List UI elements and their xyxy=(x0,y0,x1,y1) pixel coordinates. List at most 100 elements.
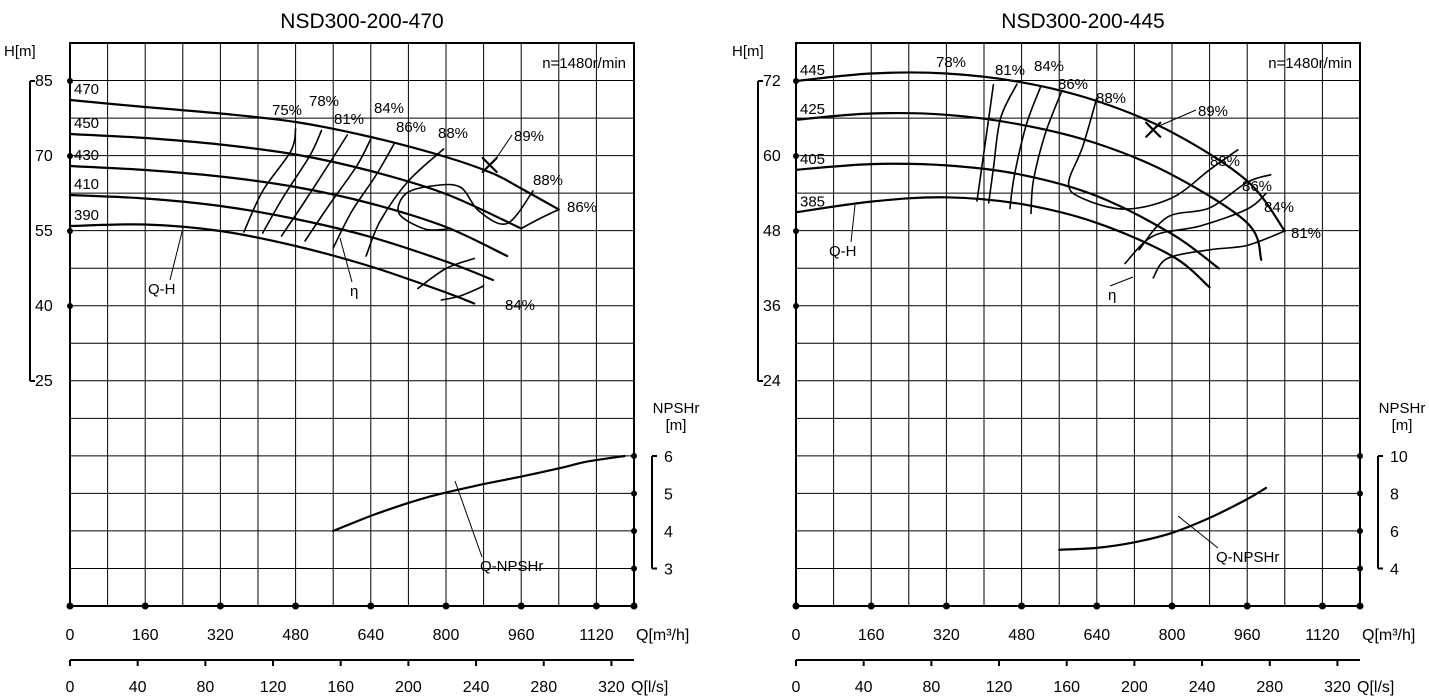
efficiency-curve xyxy=(440,285,485,301)
q-ls-tick-label: 240 xyxy=(1189,679,1216,696)
qh-curve-385 xyxy=(794,196,1211,289)
q-ls-tick-label: 40 xyxy=(129,679,147,696)
qh-curve-425 xyxy=(794,111,1263,261)
q-tick-label: 480 xyxy=(1008,627,1035,644)
h-axis-label: H[m] xyxy=(732,43,764,60)
bep-marker xyxy=(1145,121,1162,138)
q-tick-dot xyxy=(367,602,375,610)
efficiency-curve xyxy=(520,208,560,230)
efficiency-label: 84% xyxy=(505,297,535,314)
q-tick-label: 640 xyxy=(1083,627,1110,644)
h-tick-label: 40 xyxy=(35,298,53,315)
q-axis-label: Q[m³/h] xyxy=(1362,627,1415,644)
efficiency-label: 88% xyxy=(1096,90,1126,107)
npsh-curve xyxy=(332,454,626,533)
q-tick-label: 160 xyxy=(858,627,885,644)
qh-leader xyxy=(850,204,856,243)
efficiency-label: 75% xyxy=(272,102,302,119)
q-ls-tick-label: 200 xyxy=(395,679,422,696)
efficiency-label: 88% xyxy=(1210,153,1240,170)
q-tick-dot xyxy=(292,602,300,610)
qh-annotation: Q-H xyxy=(148,281,176,298)
impeller-diameter-label: 445 xyxy=(800,62,825,79)
q-tick-label: 800 xyxy=(1159,627,1186,644)
npsh-annotation: Q-NPSHr xyxy=(480,558,543,575)
h-tick-label: 36 xyxy=(763,298,781,315)
efficiency-curve xyxy=(243,127,297,233)
npsh-tick-label: 10 xyxy=(1390,449,1408,466)
efficiency-curve xyxy=(304,138,372,242)
grid xyxy=(796,43,1360,606)
efficiency-curve xyxy=(365,148,445,257)
h-tick-label: 70 xyxy=(35,148,53,165)
q-tick-dot xyxy=(1318,602,1326,610)
plot-frame xyxy=(795,42,1361,607)
impeller-diameter-label: 405 xyxy=(800,151,825,168)
q-tick-dot xyxy=(792,602,800,610)
q-tick-dot xyxy=(592,602,600,610)
q-tick-label: 480 xyxy=(282,627,309,644)
efficiency-curve xyxy=(417,257,475,290)
chart-nsd300-200-445: NSD300-200-445n=1480r/minH[m]7260483624N… xyxy=(732,10,1425,696)
q-tick-dot xyxy=(1093,602,1101,610)
npsh-tick-label: 8 xyxy=(1390,487,1399,504)
q-tick-dot xyxy=(442,602,450,610)
q-tick-dot xyxy=(66,602,74,610)
npsh-annotation: Q-NPSHr xyxy=(1216,549,1279,566)
q-tick-dot xyxy=(1018,602,1026,610)
eta-annotation: η xyxy=(350,283,358,300)
h-tick-label: 25 xyxy=(35,373,53,390)
efficiency-curve xyxy=(1124,192,1267,265)
efficiency-curve xyxy=(1030,90,1063,215)
npsh-tick-dot xyxy=(1357,453,1363,459)
efficiency-label: 86% xyxy=(1242,178,1272,195)
h-tick-label: 48 xyxy=(763,223,781,240)
q-ls-tick-label: 40 xyxy=(855,679,873,696)
h-axis-label: H[m] xyxy=(4,43,36,60)
q-tick-dot xyxy=(1356,602,1364,610)
h-tick-dot xyxy=(67,153,73,159)
efficiency-label: 78% xyxy=(309,93,339,110)
efficiency-label: 89% xyxy=(1198,103,1228,120)
q-ls-tick-label: 280 xyxy=(530,679,557,696)
q-tick-label: 800 xyxy=(433,627,460,644)
efficiency-label: 84% xyxy=(1264,199,1294,216)
qh-curve-450 xyxy=(68,132,523,230)
npsh-tick-dot xyxy=(631,528,637,534)
npsh-tick-dot xyxy=(1357,490,1363,497)
efficiency-label: 81% xyxy=(1291,225,1321,242)
efficiency-label: 81% xyxy=(995,62,1025,79)
efficiency-curve xyxy=(397,183,534,231)
q-tick-label: 960 xyxy=(508,627,535,644)
npsh-leader xyxy=(454,480,483,558)
h-tick-dot xyxy=(793,228,799,234)
q-tick-label: 160 xyxy=(132,627,159,644)
npsh-tick-label: 5 xyxy=(664,487,673,504)
q-ls-tick-label: 200 xyxy=(1121,679,1148,696)
q-ls-tick-label: 160 xyxy=(327,679,354,696)
bep-leader xyxy=(1157,109,1197,128)
impeller-diameter-label: 425 xyxy=(800,101,825,118)
efficiency-label: 86% xyxy=(396,119,426,136)
eta-leader xyxy=(339,237,353,283)
efficiency-curve xyxy=(280,134,349,237)
npsh-leader xyxy=(1177,515,1219,549)
efficiency-curve xyxy=(261,129,323,234)
q-ls-axis-label: Q[l/s] xyxy=(1357,679,1394,696)
h-tick-dot xyxy=(67,78,73,84)
q-ls-tick-label: 80 xyxy=(196,679,214,696)
q-tick-dot xyxy=(141,602,149,610)
impeller-diameter-label: 450 xyxy=(74,115,99,132)
q-ls-tick-label: 80 xyxy=(922,679,940,696)
q-tick-dot xyxy=(1168,602,1176,610)
npsh-axis-unit: [m] xyxy=(1392,417,1413,434)
q-ls-tick-label: 120 xyxy=(986,679,1013,696)
q-tick-label: 0 xyxy=(66,627,75,644)
npsh-tick-label: 4 xyxy=(664,524,673,541)
npsh-axis-label: NPSHr xyxy=(1379,400,1426,417)
impeller-diameter-label: 410 xyxy=(74,176,99,193)
npsh-curve xyxy=(1058,486,1268,551)
h-tick-label: 72 xyxy=(763,73,781,90)
q-tick-label: 320 xyxy=(933,627,960,644)
